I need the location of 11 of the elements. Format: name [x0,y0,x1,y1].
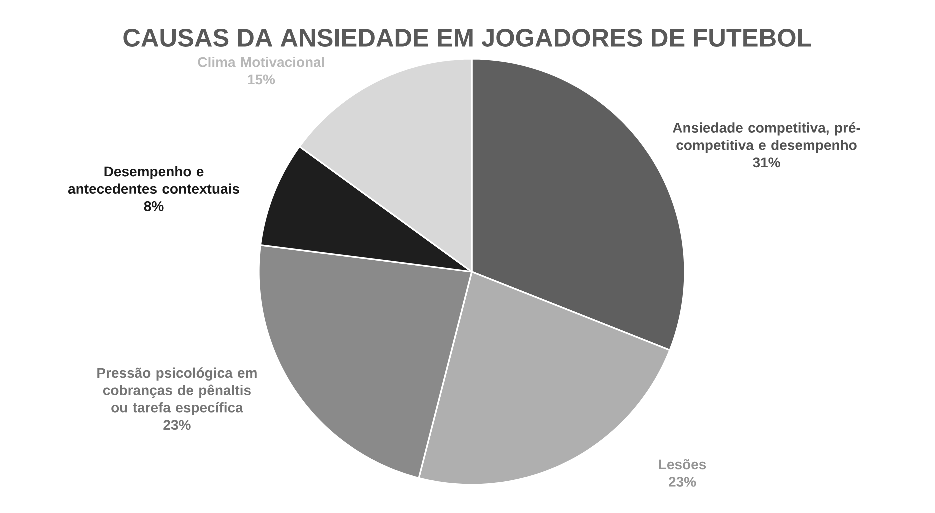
data-label: 23% [164,420,191,430]
chart-title: CAUSAS DA ANSIEDADE EM JOGADORES DE FUTEBOL [124,29,812,47]
slice-label: Ansiedade competitiva, pré-competitiva e desempenho [673,122,860,154]
slice-label: Pressão psicológica em cobranças de pênaltis ou tarefa específica [98,368,257,416]
slice-label: Lesões [659,459,706,470]
slice-label: Desempenho e antecedentes contextuais [68,166,240,194]
data-label: 23% [669,477,696,487]
data-label: 8% [144,201,164,212]
data-label: 15% [248,74,276,85]
slice-label: Clima Motivacional [198,57,324,68]
data-label: 31% [753,158,780,168]
